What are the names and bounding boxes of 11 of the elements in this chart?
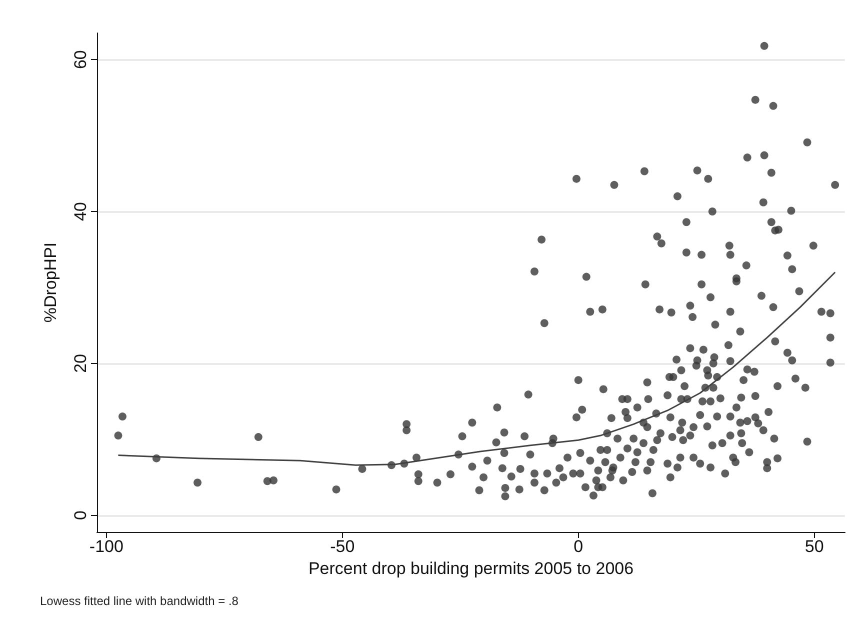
- y-tick-label: 20: [71, 354, 90, 373]
- x-tick-label: -100: [89, 537, 124, 556]
- y-axis-title: %DropHPI: [41, 242, 60, 323]
- x-tick-label: 0: [574, 537, 584, 556]
- x-tick-label: 50: [804, 537, 824, 556]
- text: Lowess fitted line with bandwidth = .8: [40, 594, 238, 608]
- y-tick-label: 0: [71, 510, 90, 520]
- x-axis-title: Percent drop building permits 2005 to 2006: [308, 558, 634, 578]
- y-tick-label: 60: [71, 50, 90, 70]
- y-tick-label: 40: [71, 202, 90, 221]
- x-tick-label: -50: [330, 537, 355, 556]
